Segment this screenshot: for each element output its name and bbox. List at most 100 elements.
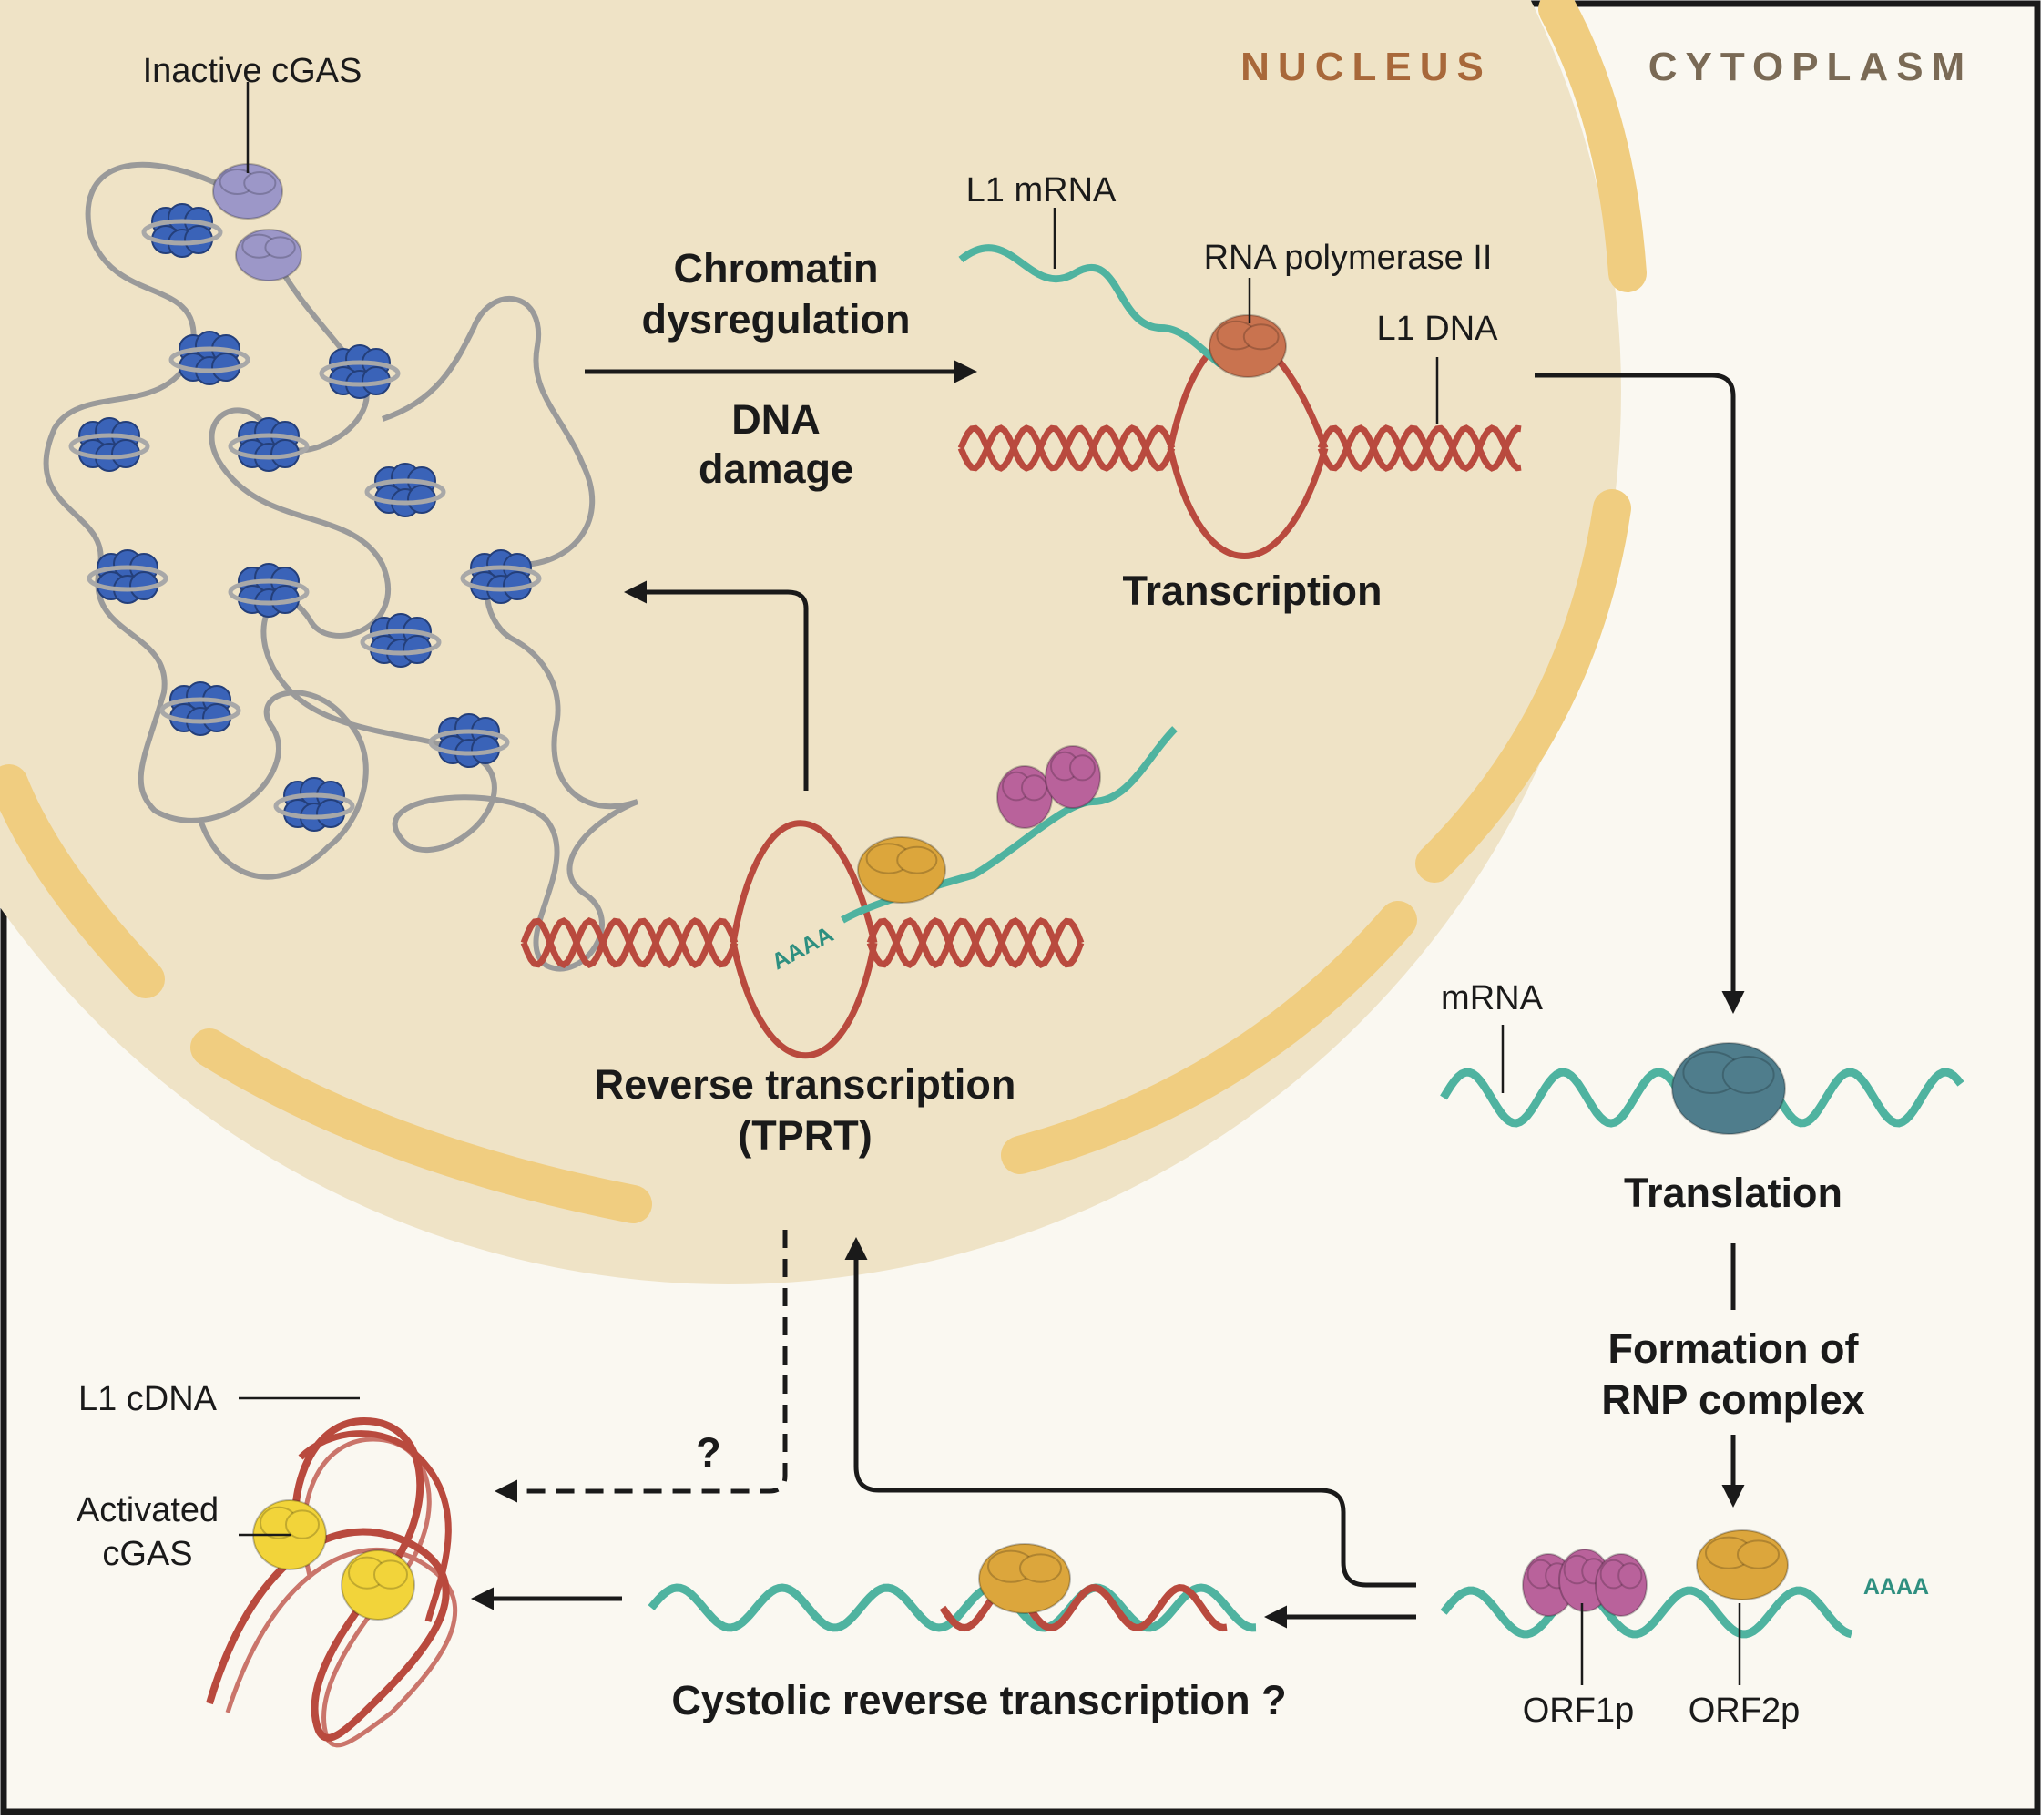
envelope-segment [1415, 489, 1631, 883]
proteins [68, 163, 1789, 1621]
orf2p-rnp-lobe [1737, 1539, 1780, 1569]
nucleosome [428, 713, 510, 768]
inactive-cgas-lobe [264, 236, 296, 259]
leader-lines [239, 82, 1741, 1685]
orf2p-nuclear-lobe [896, 845, 938, 874]
dna-wrap [141, 219, 223, 246]
rnp-line1: Formation of [1608, 1325, 1860, 1372]
cytosolic-rt-label: Cystolic reverse transcription ? [671, 1677, 1286, 1723]
orf1p-rnp [1595, 1553, 1648, 1617]
nucleosome [159, 681, 241, 736]
dna-strand [520, 917, 739, 968]
cytoplasm-label: CYTOPLASM [1648, 45, 1973, 89]
orf1p-rnp-lobe [1617, 1562, 1643, 1590]
rnp-rna-strand [1440, 1586, 1853, 1639]
envelope-segment [190, 1028, 652, 1223]
dna-wrap [228, 433, 310, 460]
nucleosome [87, 549, 168, 604]
dna-wrap [360, 629, 442, 656]
question-mark: ? [696, 1429, 721, 1476]
dna-damage-line1: DNA [731, 396, 821, 443]
orf2p-rnp [1696, 1529, 1789, 1600]
text-labels: NUCLEUS CYTOPLASM Inactive cGAS L1 mRNA … [77, 45, 1973, 1730]
activated-cgas [341, 1549, 415, 1621]
activated-cgas-label-line2: cGAS [102, 1535, 192, 1573]
nucleosome [228, 563, 310, 618]
l1-mrna-strand [958, 244, 1223, 368]
dna-strand [866, 917, 1085, 968]
orf1p-label: ORF1p [1523, 1692, 1634, 1730]
l1-dna-label: L1 DNA [1376, 310, 1498, 348]
nuclear-envelope [0, 0, 1647, 1223]
orf1p-nuclear [996, 765, 1053, 829]
rnp-line2: RNP complex [1601, 1376, 1864, 1423]
arrows [471, 360, 1745, 1629]
cdna-strand [225, 1437, 458, 1748]
transcription-label: Transcription [1122, 567, 1382, 614]
nucleosome [228, 417, 310, 472]
ribosome-lobe [1721, 1056, 1775, 1094]
chromatin-dysregulation-line1: Chromatin [674, 245, 879, 291]
dna-wrap [87, 565, 168, 592]
cytosolic-cdna-strand [939, 1583, 1228, 1632]
polya-cytoplasm-label: AAAA [1863, 1574, 1929, 1600]
translation-label: Translation [1624, 1170, 1842, 1216]
l1-cdna-helix [206, 1416, 458, 1748]
nucleosome [360, 613, 442, 668]
orf2p-cytosolic [978, 1543, 1071, 1614]
orf2p-label: ORF2p [1689, 1692, 1800, 1730]
inactive-cgas [235, 229, 302, 281]
nucleosome [364, 463, 446, 517]
cdna-strand [206, 1416, 450, 1742]
nucleosome [141, 203, 223, 258]
ribosome [1671, 1042, 1786, 1135]
l1-mrna-label: L1 mRNA [966, 171, 1117, 210]
tprt-dna-helix [520, 820, 1085, 1058]
nucleosome [319, 344, 401, 399]
orf2p-cytosolic-lobe [1019, 1553, 1062, 1583]
dna-bubble-bottom [730, 942, 878, 1058]
dna-strand [1317, 424, 1522, 472]
arrow-tprt-to-chromatin [624, 580, 809, 791]
nucleus [0, 0, 1621, 1284]
rna-polymerase-ii [1209, 314, 1287, 378]
dna-wrap [228, 578, 310, 606]
rna-polymerase-ii-lobe [1242, 323, 1280, 351]
nucleosome [273, 777, 355, 832]
nucleosome [68, 417, 150, 472]
dna-wrap [159, 697, 241, 724]
inactive-cgas-label: Inactive cGAS [143, 52, 362, 90]
arrow-dashed-to-cdna [495, 1230, 788, 1503]
l1-dna-helix [957, 334, 1522, 559]
dna-wrap [68, 433, 150, 460]
envelope-segment [0, 764, 165, 998]
orf1p-nuclear-lobe [1021, 774, 1047, 802]
orf2p-nuclear [857, 836, 946, 904]
envelope-segment [1001, 901, 1417, 1174]
chromatin-dysregulation-line2: dysregulation [641, 296, 910, 343]
dna-strand [1317, 424, 1522, 472]
dna-damage-line2: damage [699, 445, 853, 492]
dna-wrap [168, 346, 250, 373]
dna-bubble-top [730, 820, 878, 944]
chromatin-fiber [382, 296, 638, 810]
nucleus-label: NUCLEUS [1240, 45, 1492, 89]
envelope-segment [1538, 0, 1647, 292]
reverse-transcription-line1: Reverse transcription [595, 1061, 1016, 1108]
orf1p-nuclear-lobe [1069, 754, 1096, 782]
arrow-to-translation [1535, 373, 1745, 1014]
activated-cgas-lobe [285, 1509, 320, 1539]
inactive-cgas-lobe [243, 171, 277, 195]
chromatin-fiber [43, 161, 369, 880]
dna-wrap [273, 792, 355, 820]
reverse-transcription-line2: (TPRT) [738, 1112, 872, 1159]
dna-wrap [364, 478, 446, 506]
dna-strand [957, 424, 1176, 472]
dna-wrap [319, 360, 401, 387]
activated-cgas-label-line1: Activated [77, 1491, 219, 1529]
dna-wrap [460, 565, 542, 592]
orf1p-nuclear [1045, 745, 1101, 809]
dna-bubble-bottom [1167, 447, 1329, 559]
dna-wrap [428, 729, 510, 756]
